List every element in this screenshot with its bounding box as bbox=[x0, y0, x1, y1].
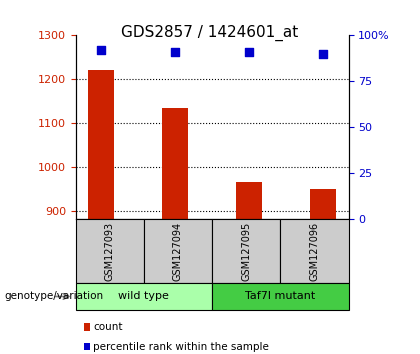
Text: GSM127093: GSM127093 bbox=[105, 222, 115, 281]
Bar bbox=[236, 182, 262, 219]
Text: wild type: wild type bbox=[118, 291, 169, 302]
Point bbox=[246, 49, 252, 55]
Bar bbox=[310, 189, 336, 219]
Text: percentile rank within the sample: percentile rank within the sample bbox=[93, 342, 269, 352]
Text: GSM127096: GSM127096 bbox=[310, 222, 320, 281]
Text: count: count bbox=[93, 322, 123, 332]
Point bbox=[172, 49, 178, 55]
Text: GSM127095: GSM127095 bbox=[241, 222, 251, 281]
Point bbox=[320, 51, 327, 57]
Text: genotype/variation: genotype/variation bbox=[4, 291, 103, 302]
Text: GDS2857 / 1424601_at: GDS2857 / 1424601_at bbox=[121, 25, 299, 41]
Text: GSM127094: GSM127094 bbox=[173, 222, 183, 281]
Point bbox=[97, 47, 104, 53]
Text: Taf7l mutant: Taf7l mutant bbox=[245, 291, 315, 302]
Bar bbox=[162, 108, 188, 219]
Bar bbox=[88, 70, 114, 219]
